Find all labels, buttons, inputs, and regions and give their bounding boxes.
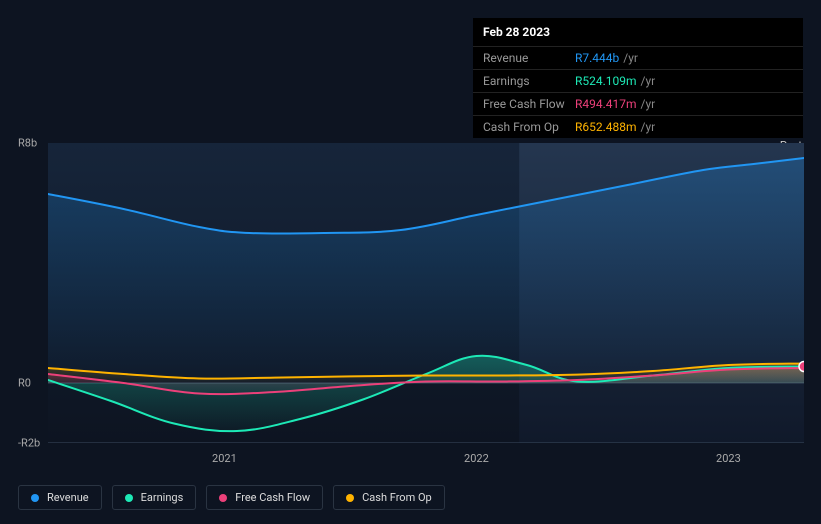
legend: Revenue Earnings Free Cash Flow Cash From O… bbox=[18, 485, 445, 510]
legend-item-label: Cash From Op bbox=[362, 491, 432, 504]
tooltip-row-unit: /yr bbox=[641, 97, 656, 111]
tooltip-row: EarningsR524.109m/yr bbox=[473, 69, 803, 92]
x-axis-label: 2023 bbox=[716, 452, 741, 465]
legend-dot-icon bbox=[31, 494, 39, 502]
tooltip-row-value: R524.109m bbox=[575, 74, 637, 88]
chart-svg bbox=[48, 143, 804, 443]
tooltip-row-unit: /yr bbox=[623, 51, 638, 65]
legend-item-cfo[interactable]: Cash From Op bbox=[333, 485, 445, 510]
legend-item-label: Revenue bbox=[47, 491, 89, 504]
tooltip-row: RevenueR7.444b/yr bbox=[473, 46, 803, 69]
tooltip-row-label: Free Cash Flow bbox=[483, 97, 575, 111]
y-axis-label: R8b bbox=[18, 137, 37, 150]
legend-item-earnings[interactable]: Earnings bbox=[112, 485, 197, 510]
legend-dot-icon bbox=[219, 494, 227, 502]
y-axis-label: -R2b bbox=[18, 437, 40, 450]
x-axis-label: 2021 bbox=[212, 452, 237, 465]
legend-dot-icon bbox=[125, 494, 133, 502]
end-marker-icon bbox=[799, 362, 804, 372]
legend-dot-icon bbox=[346, 494, 354, 502]
tooltip-row-value: R7.444b bbox=[575, 51, 619, 65]
tooltip-date: Feb 28 2023 bbox=[473, 18, 803, 46]
tooltip-row-unit: /yr bbox=[641, 74, 656, 88]
y-axis-label: R0 bbox=[18, 377, 31, 390]
legend-item-label: Free Cash Flow bbox=[235, 491, 310, 504]
legend-item-fcf[interactable]: Free Cash Flow bbox=[206, 485, 323, 510]
legend-item-revenue[interactable]: Revenue bbox=[18, 485, 102, 510]
tooltip-row-label: Earnings bbox=[483, 74, 575, 88]
x-axis-label: 2022 bbox=[464, 452, 489, 465]
chart: Past R8bR0-R2b202120222023 bbox=[18, 125, 804, 445]
legend-item-label: Earnings bbox=[141, 491, 184, 504]
tooltip-row-value: R494.417m bbox=[575, 97, 637, 111]
tooltip-row: Free Cash FlowR494.417m/yr bbox=[473, 92, 803, 115]
tooltip-row-label: Revenue bbox=[483, 51, 575, 65]
tooltip: Feb 28 2023 RevenueR7.444b/yrEarningsR52… bbox=[473, 18, 803, 138]
